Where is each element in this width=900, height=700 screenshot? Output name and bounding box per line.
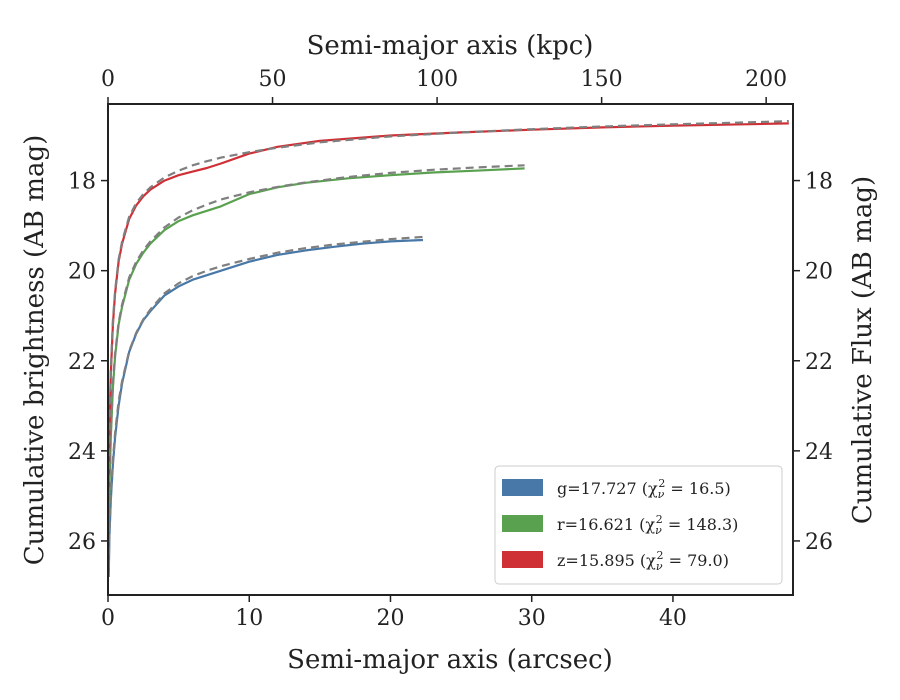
x-tick-label: 0: [101, 606, 115, 631]
plot-marks: [107, 120, 789, 578]
legend-label-g: g=17.727 (χν2 = 16.5): [557, 477, 731, 501]
x-tick-label: 10: [235, 606, 263, 631]
legend-swatch-z: [502, 551, 543, 568]
y-left-tick-label: 20: [68, 260, 96, 285]
x-top-tick-label: 50: [259, 67, 287, 92]
x-tick-label: 40: [659, 606, 687, 631]
y-axis-right-label: Cumulative Flux (AB mag): [848, 176, 878, 524]
x-axis-bottom-label: Semi-major axis (arcsec): [287, 645, 613, 675]
legend-swatch-g: [502, 479, 543, 496]
legend-label-r: r=16.621 (χν2 = 148.3): [557, 513, 738, 537]
y-left-tick-label: 18: [68, 170, 96, 195]
plot-frame: [107, 103, 794, 596]
x-top-tick-label: 0: [101, 67, 115, 92]
x-axis-bottom-ticks: 0 10 20 30 40: [101, 595, 687, 631]
series-r-line: [107, 167, 525, 532]
series-r-model-line: [107, 164, 525, 528]
x-axis-top-label: Semi-major axis (kpc): [307, 31, 594, 61]
y-axis-left-ticks: 18 20 22 24 26: [68, 170, 108, 555]
y-right-tick-label: 20: [805, 260, 833, 285]
x-tick-label: 20: [376, 606, 404, 631]
legend-swatch-r: [502, 515, 543, 532]
y-right-tick-label: 26: [805, 530, 833, 555]
x-axis-top-ticks: 0 50 100 150 200: [101, 67, 787, 104]
y-axis-left-label: Cumulative brightness (AB mag): [20, 135, 50, 566]
series-g-line: [107, 238, 424, 578]
y-left-tick-label: 26: [68, 530, 96, 555]
y-left-tick-label: 24: [68, 440, 96, 465]
series-z-model-line: [107, 120, 789, 483]
x-tick-label: 30: [518, 606, 546, 631]
series-z-line: [107, 122, 789, 487]
y-right-tick-label: 18: [805, 170, 833, 195]
legend-box: [494, 465, 783, 585]
y-left-tick-label: 22: [68, 350, 96, 375]
y-right-tick-label: 24: [805, 440, 833, 465]
x-top-tick-label: 150: [581, 67, 623, 92]
legend-label-z: z=15.895 (χν2 = 79.0): [557, 549, 729, 573]
x-top-tick-label: 200: [745, 67, 787, 92]
y-right-tick-label: 22: [805, 350, 833, 375]
y-axis-right-ticks: 18 20 22 24 26: [793, 170, 833, 555]
x-top-tick-label: 100: [416, 67, 458, 92]
legend: g=17.727 (χν2 = 16.5) r=16.621 (χν2 = 148…: [494, 465, 783, 585]
series-g-model-line: [107, 235, 424, 569]
